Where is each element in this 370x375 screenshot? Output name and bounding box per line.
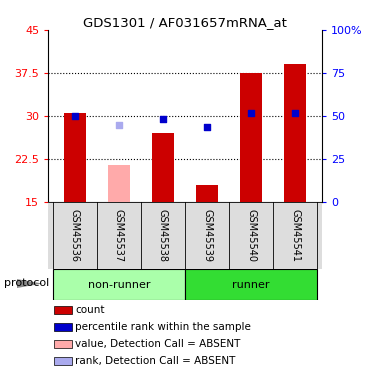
Bar <box>54 323 72 331</box>
Point <box>292 110 298 116</box>
Bar <box>54 357 72 365</box>
Bar <box>64 113 85 202</box>
Bar <box>285 64 306 202</box>
Text: count: count <box>75 305 105 315</box>
Text: runner: runner <box>232 280 270 290</box>
Bar <box>185 269 317 300</box>
Bar <box>54 306 72 314</box>
Text: GSM45539: GSM45539 <box>202 209 212 262</box>
Point <box>160 116 166 122</box>
Text: protocol: protocol <box>4 278 49 288</box>
Text: GSM45537: GSM45537 <box>114 209 124 262</box>
Text: percentile rank within the sample: percentile rank within the sample <box>75 322 251 332</box>
Title: GDS1301 / AF031657mRNA_at: GDS1301 / AF031657mRNA_at <box>83 16 287 29</box>
Text: value, Detection Call = ABSENT: value, Detection Call = ABSENT <box>75 339 241 349</box>
Point <box>248 110 254 116</box>
Text: GSM45541: GSM45541 <box>290 209 300 262</box>
Point <box>116 122 122 128</box>
Point <box>204 124 210 130</box>
Bar <box>240 73 262 202</box>
Polygon shape <box>17 279 43 288</box>
Bar <box>152 133 174 202</box>
Bar <box>54 340 72 348</box>
Point <box>72 113 78 119</box>
Bar <box>196 184 218 202</box>
Text: GSM45536: GSM45536 <box>70 209 80 262</box>
Text: GSM45540: GSM45540 <box>246 209 256 262</box>
Text: GSM45538: GSM45538 <box>158 209 168 262</box>
Bar <box>108 165 130 202</box>
Text: rank, Detection Call = ABSENT: rank, Detection Call = ABSENT <box>75 356 236 366</box>
Text: non-runner: non-runner <box>88 280 150 290</box>
Bar <box>53 269 185 300</box>
